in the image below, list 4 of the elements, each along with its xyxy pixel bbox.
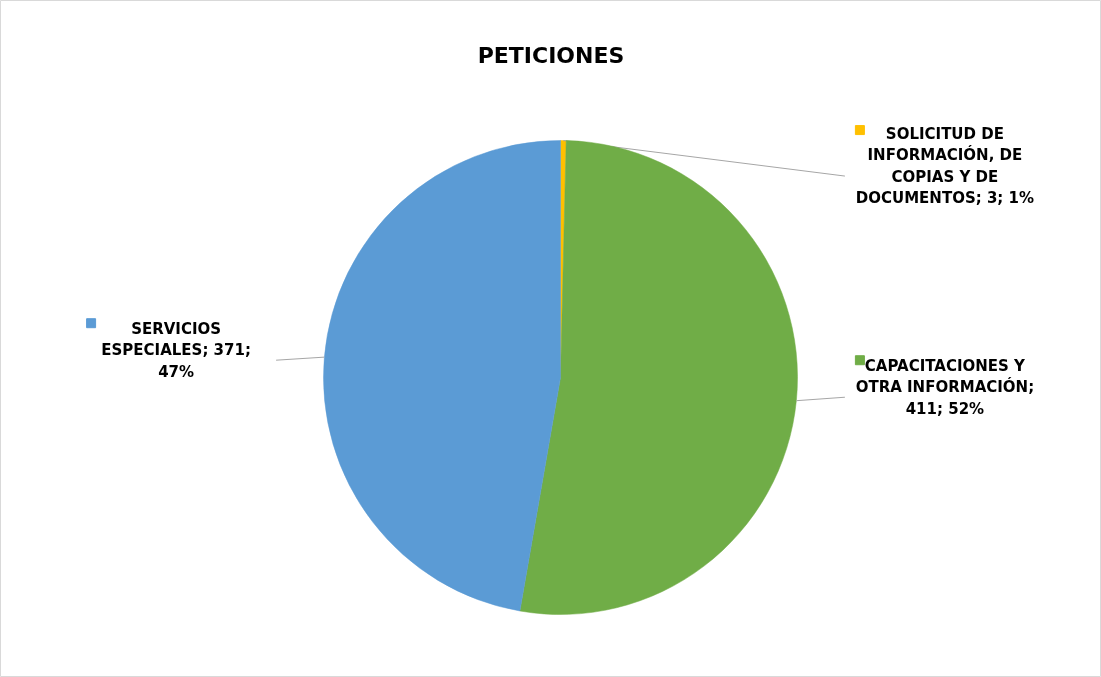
legend-label: SERVICIOS ESPECIALES; 371; 47% [101, 319, 251, 381]
legend-label: CAPACITACIONES Y OTRA INFORMACIÓN; 411; 52% [855, 356, 1035, 418]
chart-title: PETICIONES [477, 43, 625, 68]
legend-label: SOLICITUD DE INFORMACIÓN, DE COPIAS Y DE DOCUMENTOS; 3; 1% [855, 124, 1035, 208]
